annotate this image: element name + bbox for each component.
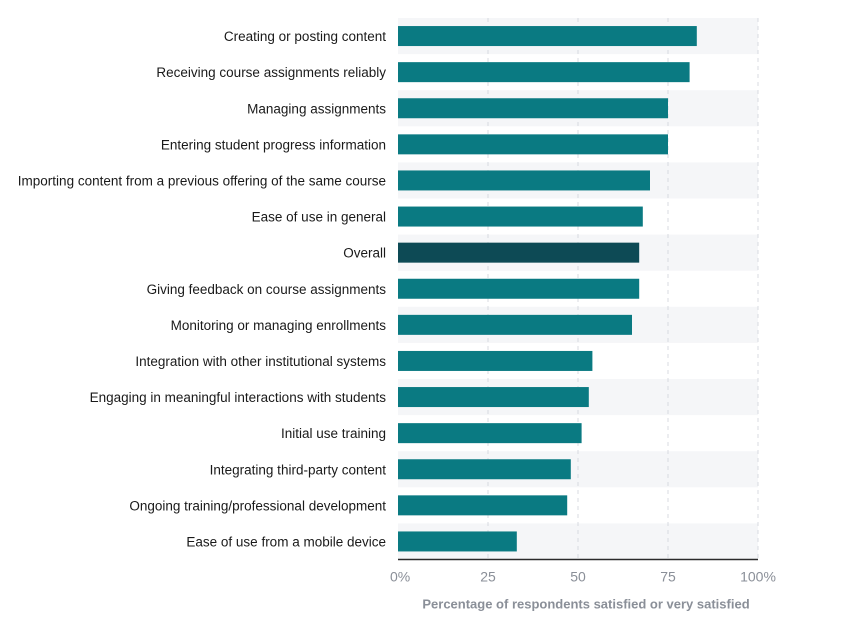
bars-group (398, 26, 697, 552)
bar (398, 242, 640, 263)
category-label: Overall (343, 246, 386, 261)
bar (398, 531, 517, 552)
category-label: Integration with other institutional sys… (135, 354, 386, 369)
x-tick-label: 100% (740, 569, 776, 585)
category-label: Ongoing training/professional developmen… (129, 498, 386, 513)
category-label: Creating or posting content (224, 29, 386, 44)
bar (398, 423, 582, 444)
bar (398, 314, 632, 335)
category-label: Giving feedback on course assignments (147, 282, 387, 297)
category-label: Engaging in meaningful interactions with… (90, 390, 387, 405)
category-label: Entering student progress information (161, 137, 386, 152)
x-tick-label: 0% (390, 569, 410, 585)
category-label: Ease of use from a mobile device (186, 534, 386, 549)
x-tick-label: 50 (570, 569, 586, 585)
bar (398, 134, 668, 155)
category-label: Ease of use in general (252, 210, 386, 225)
bar (398, 62, 690, 83)
category-label: Receiving course assignments reliably (156, 65, 386, 80)
category-label: Monitoring or managing enrollments (171, 318, 387, 333)
category-label: Integrating third-party content (210, 462, 387, 477)
x-tick-label: 75 (660, 569, 676, 585)
bar (398, 495, 568, 516)
bar (398, 26, 697, 47)
category-label: Initial use training (281, 426, 386, 441)
bar (398, 387, 589, 408)
bar (398, 98, 668, 119)
bar (398, 278, 640, 299)
bar (398, 170, 650, 191)
category-label: Managing assignments (247, 101, 386, 116)
x-tick-label: 25 (480, 569, 496, 585)
category-label: Importing content from a previous offeri… (18, 173, 386, 188)
bar (398, 206, 643, 227)
bar (398, 350, 593, 371)
bar (398, 459, 571, 480)
category-labels: Creating or posting content Receiving cou… (18, 29, 386, 549)
x-tick-labels: 0% 25 50 75 100% (390, 569, 776, 585)
x-axis-title: Percentage of respondents satisfied or v… (422, 597, 749, 612)
